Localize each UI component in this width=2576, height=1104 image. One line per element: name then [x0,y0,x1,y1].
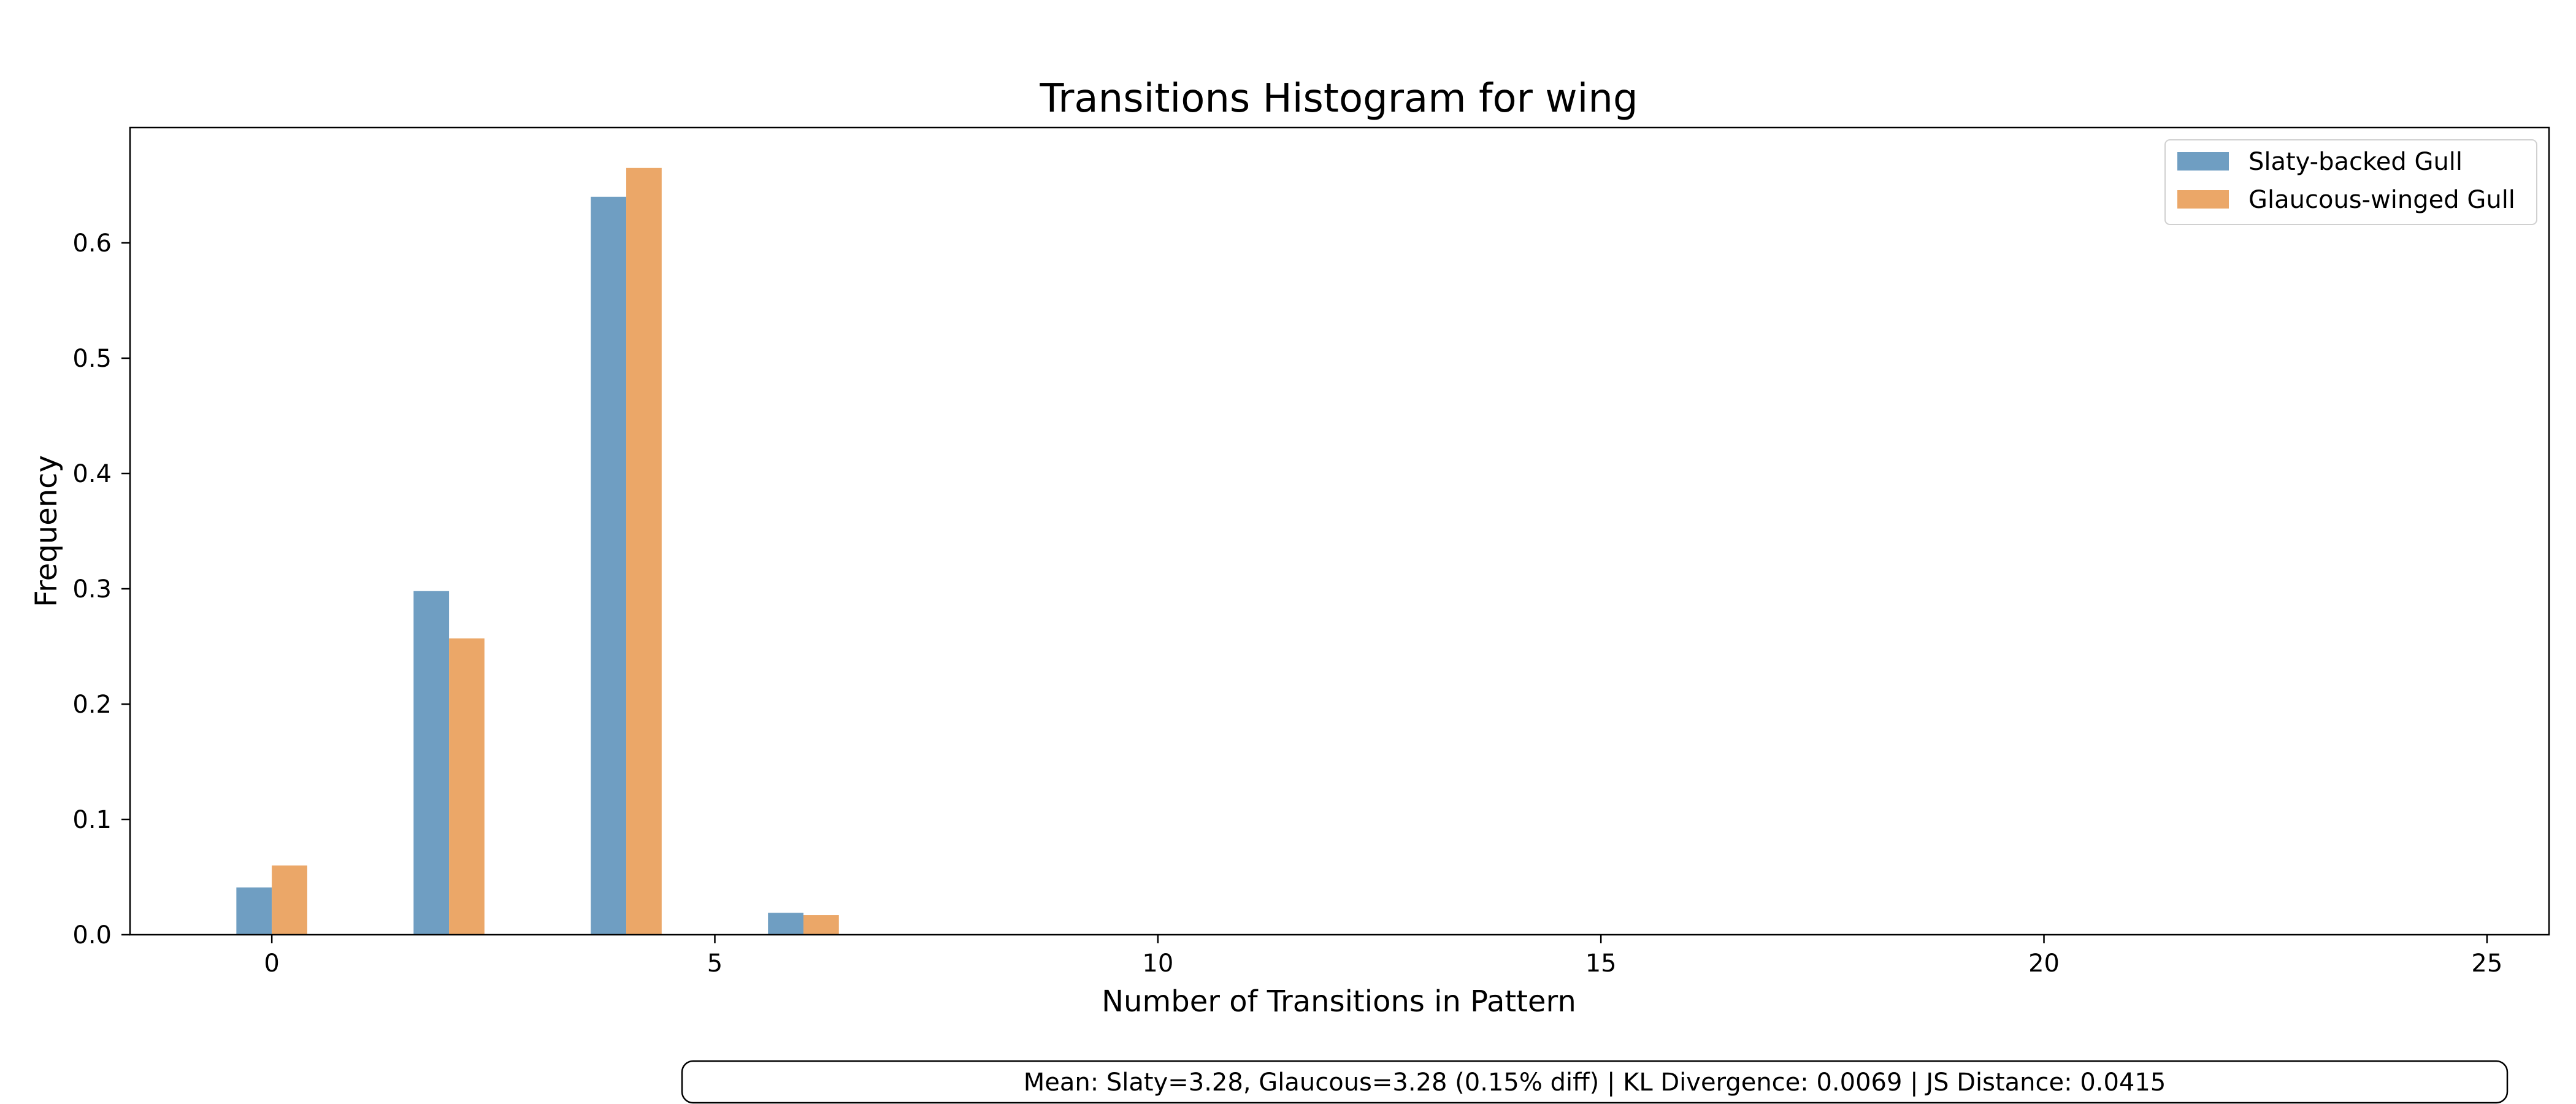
bar-series-1-x-0 [272,865,307,935]
bars-group [236,167,839,935]
x-axis-label: Number of Transitions in Pattern [1102,984,1576,1019]
y-tick-label: 0.0 [72,921,112,949]
legend-swatch-glaucous-winged [2177,190,2229,209]
y-tick-label: 0.4 [72,460,112,488]
y-tick-label: 0.6 [72,229,112,258]
x-tick-label: 5 [707,949,723,978]
legend-swatch-slaty-backed [2177,152,2229,171]
y-tick-label: 0.2 [72,691,112,719]
legend-box [2164,139,2537,225]
bar-series-0-x-0 [236,887,272,935]
x-tick-label: 0 [264,949,279,978]
legend-label-glaucous-winged: Glaucous-winged Gull [2248,186,2515,214]
bar-series-1-x-4 [626,167,662,935]
y-tick-label: 0.1 [72,806,112,834]
x-tick-label: 25 [2471,949,2502,978]
bar-series-1-x-6 [803,915,839,935]
legend-label-slaty-backed: Slaty-backed Gull [2248,148,2463,176]
y-tick-label: 0.5 [72,345,112,373]
bar-series-0-x-6 [768,913,803,935]
stats-text: Mean: Slaty=3.28, Glaucous=3.28 (0.15% d… [1024,1068,2166,1097]
bar-series-0-x-2 [413,591,450,935]
stats-annotation: Mean: Slaty=3.28, Glaucous=3.28 (0.15% d… [681,1060,2509,1104]
plot-frame [129,126,2550,936]
x-tick-label: 10 [1142,949,1173,978]
bar-series-0-x-4 [591,196,627,935]
y-tick-label: 0.3 [72,575,112,604]
bar-series-1-x-2 [449,638,485,935]
x-tick-label: 20 [2028,949,2060,978]
stats-box-frame [681,1060,2509,1104]
y-axis-ticks: 0.0 0.1 0.2 0.3 0.4 0.5 0.6 [72,229,130,949]
chart-title: Transitions Histogram for wing [1039,76,1638,121]
legend: Slaty-backed Gull Glaucous-winged Gull [2164,139,2537,225]
x-tick-label: 15 [1585,949,1617,978]
x-axis-ticks: 0 5 10 15 20 25 [264,935,2502,978]
y-axis-label: Frequency [29,455,64,607]
